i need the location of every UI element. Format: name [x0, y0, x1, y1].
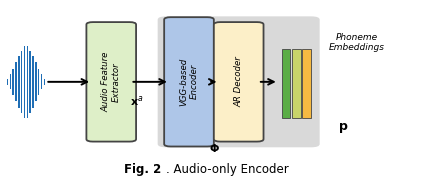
Bar: [21, 51, 22, 113]
FancyBboxPatch shape: [158, 16, 320, 147]
Text: $\mathbf{p}$: $\mathbf{p}$: [338, 121, 349, 135]
Text: . Audio-only Encoder: . Audio-only Encoder: [0, 185, 1, 186]
Bar: [15, 62, 17, 102]
Text: $\mathbf{\Phi}$: $\mathbf{\Phi}$: [209, 142, 220, 154]
Text: Fig. 2. Audio-only Encoder: Fig. 2. Audio-only Encoder: [0, 185, 1, 186]
Bar: [292, 49, 301, 118]
Bar: [13, 69, 14, 95]
Bar: [44, 78, 45, 85]
Bar: [35, 62, 37, 102]
Text: Phoneme
Embeddings: Phoneme Embeddings: [328, 33, 384, 52]
Bar: [6, 78, 8, 85]
Bar: [302, 49, 311, 118]
Text: Fig. 2. Audio-only Encoder: Fig. 2. Audio-only Encoder: [0, 185, 1, 186]
Text: . Audio-only Encoder: . Audio-only Encoder: [166, 163, 289, 176]
Text: VGG-based
Encoder: VGG-based Encoder: [179, 58, 199, 106]
Bar: [18, 56, 19, 108]
Text: Audio Feature
Extractor: Audio Feature Extractor: [102, 52, 121, 112]
Bar: [38, 69, 39, 95]
Bar: [32, 56, 34, 108]
FancyBboxPatch shape: [86, 22, 136, 142]
Text: Fig. 2: Fig. 2: [124, 163, 161, 176]
Text: AR Decoder: AR Decoder: [234, 57, 243, 107]
FancyBboxPatch shape: [164, 17, 214, 147]
Bar: [26, 46, 28, 118]
Bar: [282, 49, 290, 118]
Text: $\mathbf{x}^{a}$: $\mathbf{x}^{a}$: [130, 94, 144, 108]
Bar: [29, 51, 31, 113]
Text: Fig. 2: Fig. 2: [0, 185, 1, 186]
FancyBboxPatch shape: [214, 22, 264, 142]
Bar: [24, 46, 25, 118]
Bar: [41, 74, 42, 89]
Bar: [10, 74, 11, 89]
